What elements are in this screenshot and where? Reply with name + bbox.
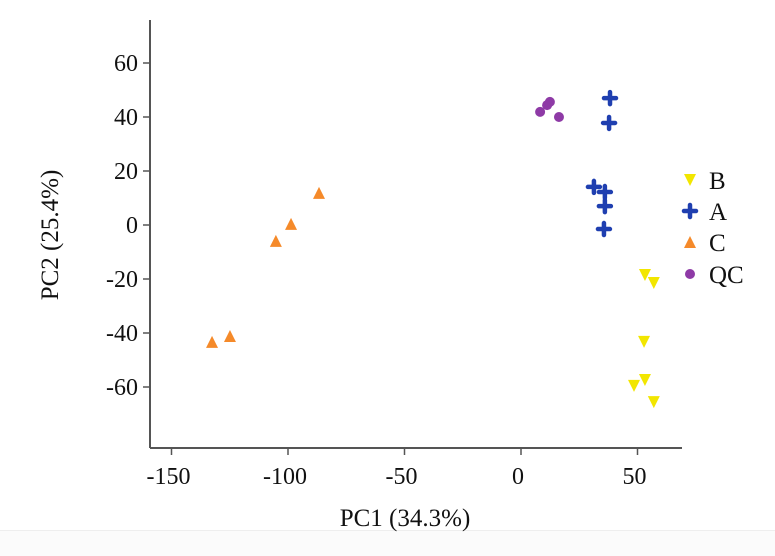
point-b bbox=[647, 277, 660, 290]
point-a bbox=[596, 197, 614, 215]
legend-label-a: A bbox=[709, 199, 727, 226]
point-a bbox=[585, 178, 603, 196]
y-tick-label: 60 bbox=[114, 51, 138, 77]
y-tick-label: -60 bbox=[106, 375, 138, 401]
point-c bbox=[312, 186, 325, 199]
legend: BAC QC bbox=[681, 168, 744, 289]
point-b bbox=[628, 379, 641, 392]
legend-label-c: C bbox=[709, 230, 726, 257]
y-tick-label: -20 bbox=[106, 267, 138, 293]
x-tick-label: -150 bbox=[147, 464, 191, 490]
legend-marker-a bbox=[681, 202, 699, 220]
y-tick-label: 40 bbox=[114, 105, 138, 131]
point-c bbox=[206, 335, 219, 348]
y-tick-label: -40 bbox=[106, 321, 138, 347]
y-tick-label: 20 bbox=[114, 159, 138, 185]
point-b bbox=[638, 335, 651, 348]
point-qc bbox=[535, 106, 546, 117]
point-b bbox=[638, 268, 651, 281]
point-a bbox=[596, 183, 614, 201]
legend-marker-c bbox=[684, 236, 696, 248]
data-points bbox=[206, 89, 660, 409]
x-tick-label: 50 bbox=[623, 464, 647, 490]
point-a bbox=[600, 114, 618, 132]
point-a bbox=[595, 220, 613, 238]
y-tick-label: 0 bbox=[126, 213, 138, 239]
x-tick-label: -50 bbox=[386, 464, 418, 490]
x-tick-label: 0 bbox=[512, 464, 524, 490]
legend-label-qc: QC bbox=[709, 262, 744, 289]
legend-marker-b bbox=[684, 174, 696, 186]
legend-label-b: B bbox=[709, 168, 726, 195]
point-a bbox=[601, 89, 619, 107]
axes: -150 -100 -50 0 50 60 40 20 0 -20 -40 -60 bbox=[106, 20, 682, 490]
x-axis-label: PC1 (34.3%) bbox=[340, 505, 471, 532]
point-qc bbox=[553, 112, 564, 122]
point-b bbox=[647, 396, 660, 409]
x-tick-label: -100 bbox=[263, 464, 307, 490]
point-c bbox=[269, 234, 282, 247]
point-b bbox=[638, 373, 651, 386]
legend-marker-qc bbox=[685, 269, 695, 279]
point-qc bbox=[544, 96, 555, 107]
y-axis-label: PC2 (25.4%) bbox=[37, 170, 64, 301]
point-c bbox=[223, 329, 236, 342]
point-c bbox=[285, 217, 298, 230]
bottom-band bbox=[0, 530, 775, 556]
